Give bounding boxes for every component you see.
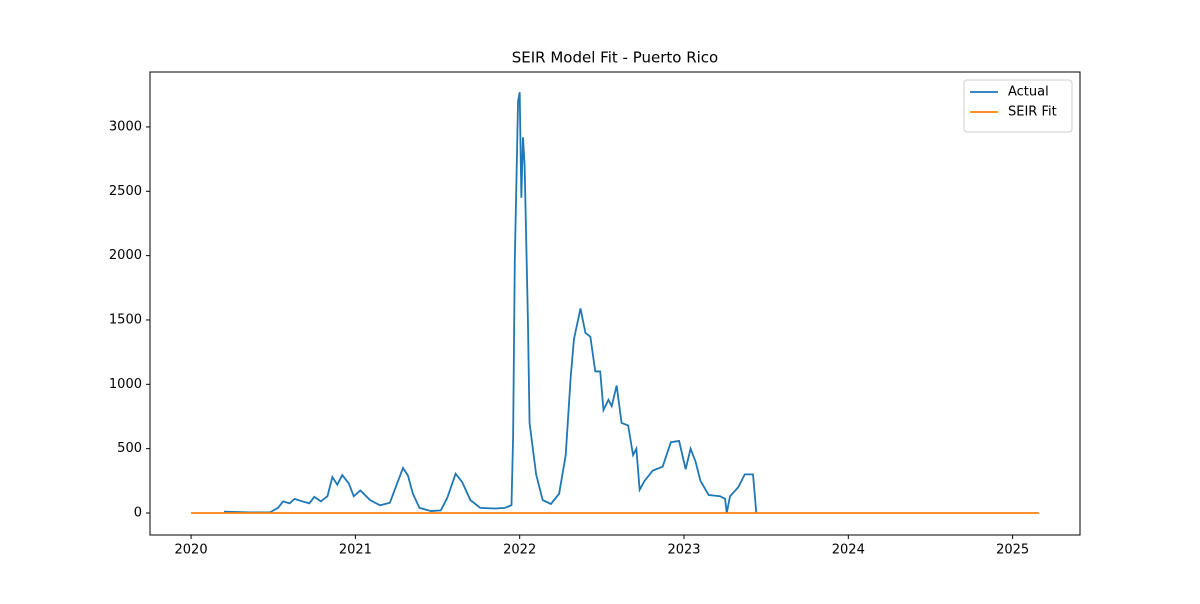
y-tick-label: 1000 (109, 377, 142, 392)
data-line (223, 92, 758, 514)
x-tick-label: 2022 (503, 543, 536, 558)
chart-title: SEIR Model Fit - Puerto Rico (512, 49, 718, 67)
x-tick-label: 2020 (175, 543, 208, 558)
y-tick-label: 0 (134, 505, 142, 520)
y-tick-label: 2500 (109, 184, 142, 199)
y-tick-label: 2000 (109, 248, 142, 263)
x-tick-label: 2024 (832, 543, 865, 558)
y-tick-label: 500 (117, 441, 142, 456)
plot-frame (149, 71, 1081, 536)
y-tick-label: 1500 (109, 312, 142, 327)
legend-label: SEIR Fit (1008, 105, 1057, 120)
x-tick-label: 2025 (996, 543, 1029, 558)
y-tick-label: 3000 (109, 119, 142, 134)
x-tick-label: 2021 (339, 543, 372, 558)
legend-label: Actual (1008, 85, 1049, 100)
x-tick-label: 2023 (667, 543, 700, 558)
legend-box (963, 79, 1073, 133)
